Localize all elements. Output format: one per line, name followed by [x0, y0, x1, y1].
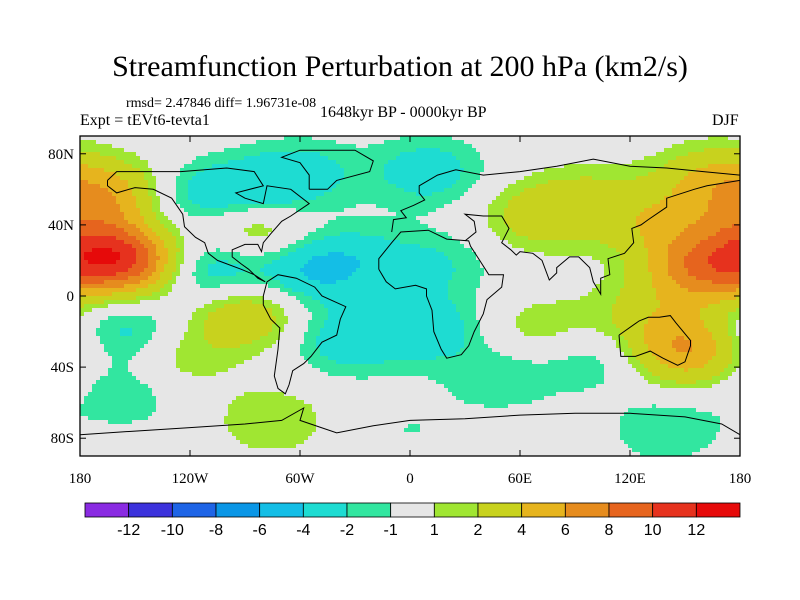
colorbar-label: 12 — [687, 522, 705, 539]
colorbar-swatch — [84, 502, 130, 518]
colorbar-swatch — [695, 502, 741, 518]
x-tick-label: 180 — [729, 471, 752, 487]
colorbar-label: -12 — [117, 522, 140, 539]
chart-title: Streamfunction Perturbation at 200 hPa (… — [112, 50, 688, 83]
stats-text: rmsd= 2.47846 diff= 1.96731e-08 — [126, 96, 317, 111]
x-tick-label: 60W — [285, 471, 315, 487]
colorbar-label: -10 — [161, 522, 184, 539]
x-tick-label: 120E — [614, 471, 646, 487]
colorbar-label: 10 — [644, 522, 662, 539]
colorbar-swatch — [608, 502, 654, 518]
colorbar-label: -6 — [253, 522, 267, 539]
x-tick-label: 120W — [172, 471, 210, 487]
australia-coast — [618, 315, 691, 366]
colorbar-label: -8 — [209, 522, 223, 539]
experiment-label: Expt = tEVt6-tevta1 — [80, 112, 210, 129]
colorbar-label: -4 — [296, 522, 310, 539]
colorbar-swatch — [215, 502, 261, 518]
y-tick-label: 40N — [48, 218, 74, 234]
colorbar-swatch — [259, 502, 304, 518]
contour-field — [80, 136, 740, 456]
colorbar-swatch — [128, 502, 173, 518]
colorbar-swatch — [433, 502, 479, 518]
asia-south-coast — [463, 179, 740, 297]
period-label: 1648kyr BP - 0000kyr BP — [320, 104, 487, 121]
africa-coast — [378, 229, 505, 359]
colorbar-swatch — [346, 502, 392, 518]
antarctica-coast — [80, 406, 740, 436]
colorbar-swatch — [477, 502, 523, 518]
north-america-coast — [107, 167, 311, 283]
colorbar-label: 6 — [561, 522, 570, 539]
y-tick-label: 80S — [51, 431, 74, 447]
y-tick-label: 40S — [51, 360, 74, 376]
colorbar-label: 8 — [605, 522, 614, 539]
colorbar-swatch — [390, 502, 435, 518]
colorbar-swatch — [652, 502, 697, 518]
x-tick-label: 0 — [406, 471, 414, 487]
colorbar: -12 -10 -8 -6 -4 -2 -1 1 2 4 6 8 10 12 — [84, 502, 741, 539]
eurasia-coast — [391, 158, 740, 233]
colorbar-label: 4 — [517, 522, 526, 539]
colorbar-label: 2 — [474, 522, 483, 539]
colorbar-swatch — [302, 502, 348, 518]
x-tick-label: 180 — [69, 471, 92, 487]
colorbar-label: 1 — [430, 522, 439, 539]
season-label: DJF — [712, 112, 739, 129]
south-america-coast — [262, 274, 347, 395]
axes: 180 120W 60W 0 60E 120E 180 80N 40N 0 40S 80S — [48, 136, 751, 487]
y-tick-label: 80N — [48, 147, 74, 163]
y-tick-label: 0 — [67, 289, 75, 305]
greenland-coast — [280, 149, 374, 190]
colorbar-label: -1 — [384, 522, 398, 539]
colorbar-swatch — [564, 502, 610, 518]
colorbar-swatch — [521, 502, 566, 518]
x-tick-label: 60E — [508, 471, 532, 487]
colorbar-swatch — [171, 502, 217, 518]
colorbar-label: -2 — [340, 522, 354, 539]
coastlines — [80, 149, 740, 436]
